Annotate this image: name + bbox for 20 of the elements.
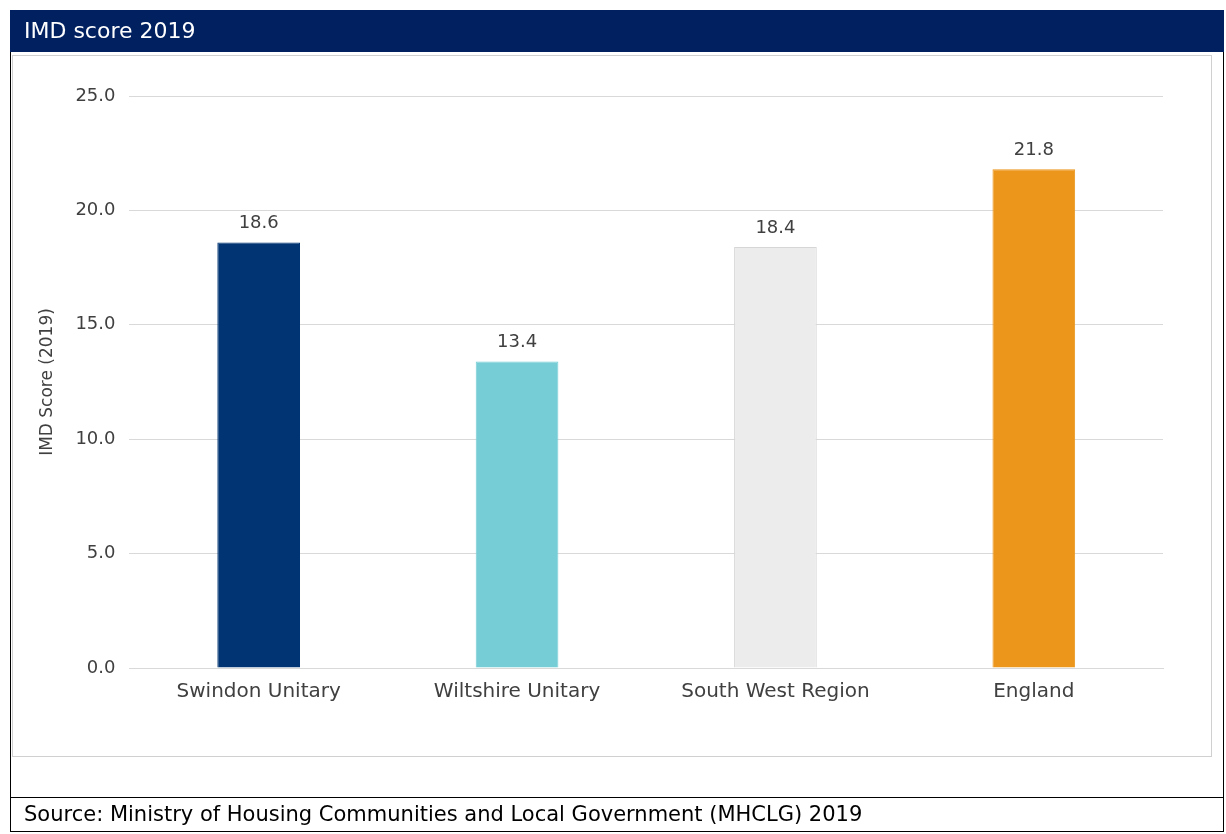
y-axis-title: IMD Score (2019)	[35, 308, 56, 456]
y-tick-label: 5.0	[86, 541, 116, 563]
x-tick-label: South West Region	[681, 678, 870, 703]
bar	[475, 361, 559, 668]
data-label: 21.8	[1013, 137, 1054, 159]
x-tick-label: Swindon Unitary	[176, 678, 341, 703]
y-tick-label: 20.0	[75, 198, 116, 220]
y-tick-label: 10.0	[75, 426, 116, 448]
data-label: 18.6	[238, 211, 279, 233]
y-tick-label: 25.0	[75, 83, 116, 105]
data-label: 13.4	[497, 330, 538, 352]
y-tick-label: 15.0	[75, 312, 116, 334]
x-tick-label: Wiltshire Unitary	[433, 678, 601, 703]
x-tick-label: England	[993, 678, 1075, 703]
bar	[992, 169, 1076, 668]
y-tick-label: 0.0	[86, 655, 116, 677]
chart-title: IMD score 2019	[10, 10, 1224, 52]
bar	[217, 242, 301, 668]
source-note: Source: Ministry of Housing Communities and Local Government (MHCLG) 2019	[24, 802, 863, 826]
data-label: 18.4	[755, 215, 796, 237]
